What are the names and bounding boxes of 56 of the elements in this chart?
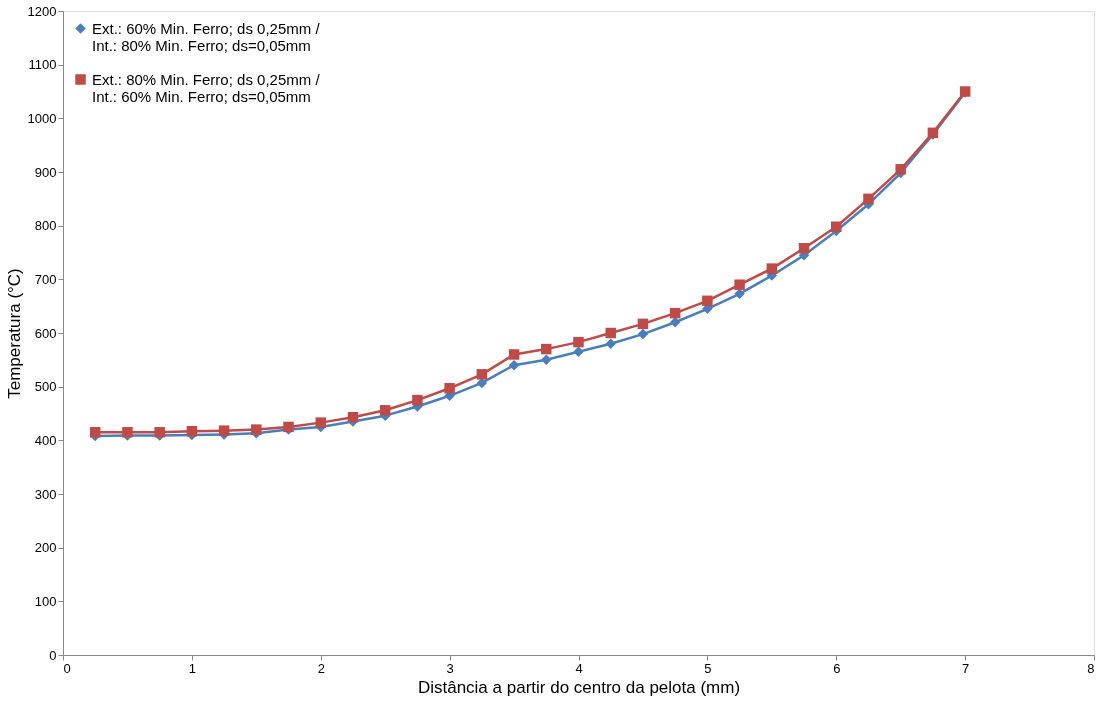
y-tick-label: 100 (34, 593, 57, 609)
point (734, 288, 745, 300)
x-tick-label: 5 (704, 660, 712, 676)
point (251, 424, 262, 435)
x-axis-title: Distância a partir do centro da pelota (mm) (417, 677, 741, 697)
x-tick-label: 1 (188, 660, 196, 676)
y-axis-title: Temperatura (°C) (4, 268, 24, 399)
y-tick-label: 0 (49, 647, 57, 663)
point (89, 427, 101, 438)
y-tick-label: 300 (34, 486, 57, 502)
x-tick-label: 8 (1087, 660, 1095, 676)
point (476, 369, 488, 380)
x-tick-label: 2 (317, 660, 325, 676)
point (315, 417, 326, 428)
y-tick-label: 900 (34, 164, 57, 180)
point (605, 327, 616, 339)
point (573, 336, 584, 348)
y-tick-label: 500 (34, 379, 57, 395)
point (669, 317, 681, 328)
legend-label: Ext.: 80% Min. Ferro; ds 0,25mm / Int.: 60% Min. Ferro; ds=0,05mm (92, 70, 321, 105)
y-tick-label: 600 (34, 325, 57, 341)
point (508, 359, 520, 371)
point (444, 383, 455, 394)
y-tick-label: 1100 (28, 57, 57, 73)
point (573, 346, 584, 358)
y-tick-label: 400 (34, 432, 57, 448)
point (605, 338, 616, 349)
y-tick-label: 1000 (27, 110, 57, 126)
x-tick-label: 6 (833, 660, 841, 676)
y-tick-label: 1200 (27, 3, 57, 19)
point (734, 279, 745, 290)
point (508, 349, 520, 360)
y-tick-label: 800 (34, 218, 57, 234)
x-tick-label: 7 (962, 660, 970, 676)
point (895, 164, 906, 175)
x-tick-label: 4 (575, 660, 583, 676)
point (637, 328, 649, 340)
y-tick-label: 700 (34, 271, 57, 287)
point (541, 343, 552, 355)
point (831, 221, 842, 232)
point (798, 242, 810, 254)
point (702, 295, 713, 307)
point (863, 193, 874, 205)
point (379, 405, 391, 416)
legend-label: Ext.: 60% Min. Ferro; ds 0,25mm / Int.: 80% Min. Ferro; ds=0,05mm (92, 19, 321, 54)
x-tick-label: 3 (446, 660, 454, 676)
y-tick-label: 200 (34, 540, 57, 556)
point (637, 318, 649, 330)
point (669, 307, 681, 319)
point (186, 425, 198, 437)
point (347, 412, 359, 423)
point (218, 425, 230, 436)
point (412, 394, 423, 406)
point (766, 263, 778, 274)
point (541, 354, 552, 366)
x-tick-label: 0 (63, 660, 71, 676)
